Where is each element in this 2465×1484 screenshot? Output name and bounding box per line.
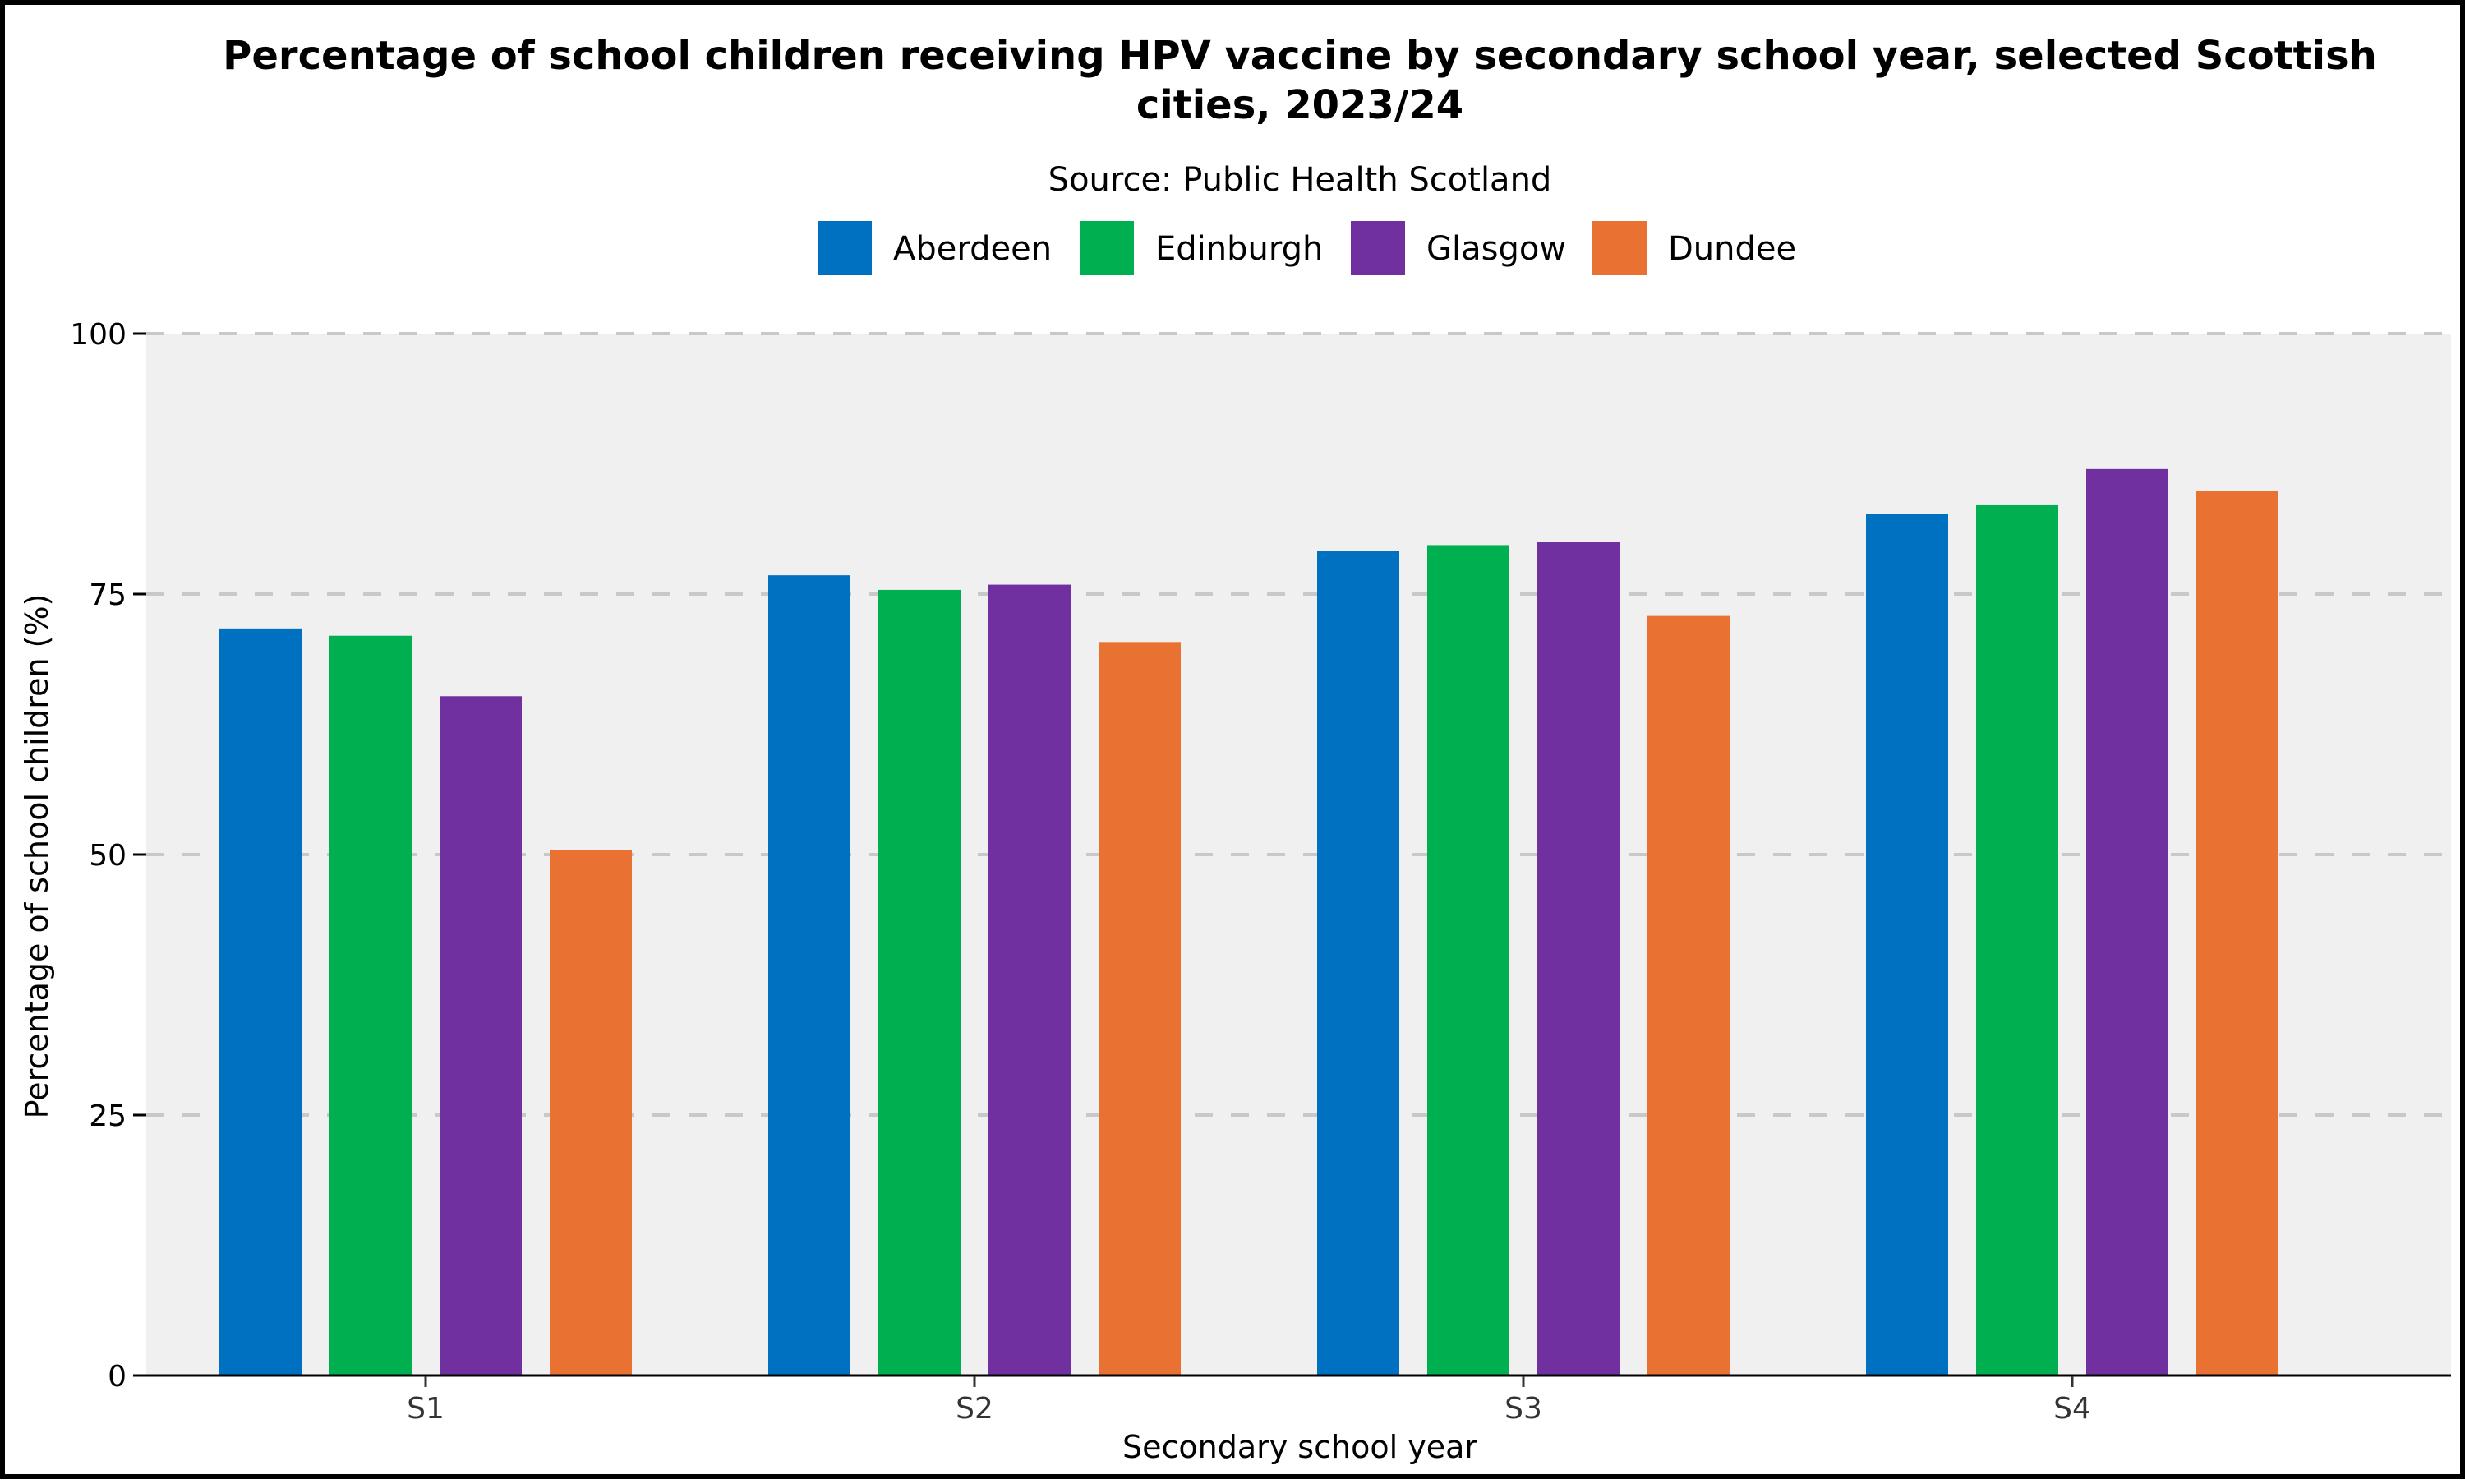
legend-label-edinburgh: Edinburgh [1155, 230, 1323, 268]
chart-title-line-2: cities, 2023/24 [1136, 82, 1463, 128]
legend-label-dundee: Dundee [1668, 230, 1796, 268]
y-tick-label: 100 [70, 318, 127, 352]
chart-canvas: Percentage of school children receiving … [19, 33, 2451, 1465]
x-axis-label: Secondary school year [1122, 1429, 1477, 1465]
y-tick-label: 50 [89, 839, 127, 873]
bar-edinburgh-s1 [329, 635, 412, 1376]
y-tick-label: 75 [89, 578, 127, 612]
legend-key-edinburgh [1080, 221, 1134, 275]
legend-key-glasgow [1351, 221, 1405, 275]
x-tick-label: S1 [407, 1392, 445, 1426]
bar-edinburgh-s2 [878, 589, 961, 1376]
y-tick-label: 25 [89, 1099, 127, 1133]
bar-glasgow-s2 [988, 584, 1071, 1376]
bar-dundee-s1 [550, 850, 632, 1376]
legend-key-aberdeen [818, 221, 872, 275]
bar-aberdeen-s3 [1317, 551, 1399, 1376]
legend: Aberdeen Edinburgh Glasgow Dundee [818, 221, 1796, 275]
x-axis-ticks: S1 S2 S3 S4 [407, 1376, 2091, 1426]
x-tick-label: S3 [1504, 1392, 1542, 1426]
chart-title-line-1: Percentage of school children receiving … [223, 33, 2377, 79]
bar-glasgow-s3 [1537, 542, 1620, 1376]
bar-edinburgh-s4 [1976, 504, 2058, 1376]
bar-aberdeen-s1 [219, 628, 302, 1376]
legend-label-aberdeen: Aberdeen [893, 230, 1052, 268]
legend-key-dundee [1592, 221, 1647, 275]
bar-aberdeen-s4 [1866, 514, 1948, 1376]
bars [219, 468, 2278, 1376]
gridlines [146, 332, 2451, 1117]
x-tick-label: S4 [2053, 1392, 2091, 1426]
bar-aberdeen-s2 [768, 575, 850, 1376]
bar-dundee-s3 [1647, 615, 1730, 1376]
chart-subtitle: Source: Public Health Scotland [1048, 161, 1552, 199]
bar-glasgow-s4 [2086, 468, 2168, 1376]
bar-glasgow-s1 [440, 696, 522, 1376]
y-tick-label: 0 [108, 1360, 127, 1394]
bar-edinburgh-s3 [1427, 545, 1509, 1376]
x-tick-label: S2 [956, 1392, 993, 1426]
y-axis-label: Percentage of school children (%) [19, 594, 55, 1119]
y-axis-ticks: 0 25 50 75 100 [70, 318, 146, 1394]
bar-dundee-s2 [1099, 642, 1181, 1376]
bar-dundee-s4 [2196, 491, 2278, 1376]
legend-label-glasgow: Glasgow [1426, 230, 1566, 268]
